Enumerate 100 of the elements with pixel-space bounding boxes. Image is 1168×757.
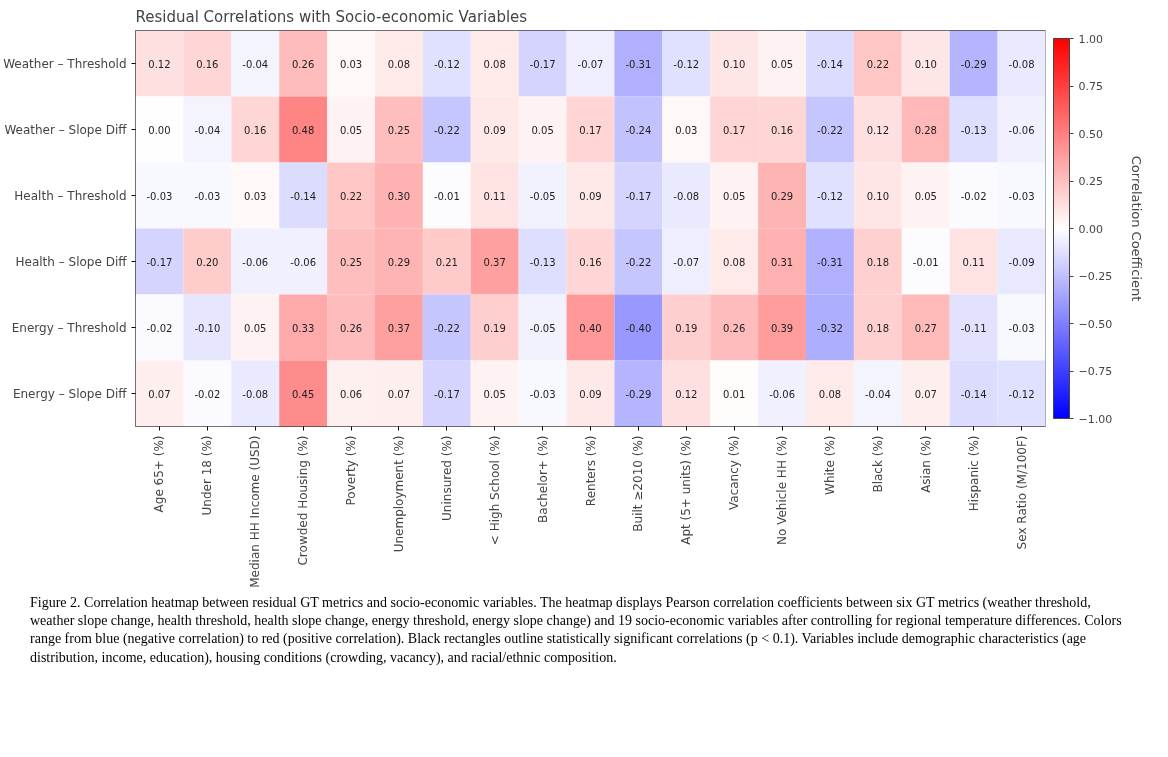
data-label: 0.20 [196, 256, 219, 268]
data-label: 0.25 [339, 256, 363, 268]
data-label: 0.45 [292, 388, 315, 400]
data-label: 0.10 [723, 58, 746, 70]
chart-title: Residual Correlations with Socio-economic Variables [135, 7, 528, 26]
color-bar-label: −1.00 [1078, 412, 1113, 426]
data-label: -0.08 [242, 388, 269, 400]
data-label: -0.14 [290, 190, 317, 202]
data-label: 0.09 [579, 190, 602, 202]
data-label: 0.16 [244, 124, 267, 136]
data-label: 0.07 [914, 388, 937, 400]
data-label: 0.05 [483, 388, 506, 400]
data-label: 0.01 [723, 388, 746, 400]
data-label: -0.04 [242, 58, 269, 70]
data-label: 0.00 [148, 124, 171, 136]
data-label: 0.08 [387, 58, 411, 70]
data-label: -0.07 [577, 58, 604, 70]
data-label: 0.30 [387, 190, 411, 202]
data-label: -0.06 [769, 388, 796, 400]
x-tick-label: White (%) [822, 435, 837, 495]
data-label: 0.05 [531, 124, 554, 136]
data-label: 0.03 [339, 58, 363, 70]
data-label: 0.11 [483, 190, 506, 202]
data-label: 0.05 [339, 124, 363, 136]
data-label: -0.22 [817, 124, 843, 136]
x-tick-label: Under 18 (%) [200, 435, 215, 516]
data-label: 0.25 [387, 124, 411, 136]
x-tick-label: Crowded Housing (%) [296, 435, 311, 566]
data-label: -0.13 [960, 124, 987, 136]
x-tick-label: Asian (%) [918, 435, 933, 493]
x-tick-label: Uninsured (%) [439, 435, 454, 521]
data-label: 0.22 [339, 190, 363, 202]
x-tick-label: Renters (%) [583, 435, 598, 507]
data-label: -0.01 [433, 190, 460, 202]
x-tick-label: Black (%) [870, 435, 885, 493]
data-label: 0.06 [339, 388, 363, 400]
data-label: -0.17 [625, 190, 652, 202]
data-label: -0.12 [433, 58, 460, 70]
data-label: 0.27 [914, 322, 937, 334]
x-tick-label: Apt (5+ units) (%) [679, 435, 694, 545]
x-tick-label: Hispanic (%) [966, 435, 981, 512]
data-label: 0.18 [866, 322, 889, 334]
data-label: 0.07 [148, 388, 171, 400]
data-label: 0.21 [435, 256, 458, 268]
data-label: 0.10 [866, 190, 889, 202]
data-label: -0.05 [529, 322, 556, 334]
data-label: -0.31 [817, 256, 843, 268]
data-label: -0.03 [529, 388, 556, 400]
data-label: 0.33 [292, 322, 315, 334]
x-tick-label: Unemployment (%) [391, 435, 406, 553]
data-label: -0.06 [1008, 124, 1035, 136]
data-label: 0.07 [387, 388, 411, 400]
data-label: 0.48 [292, 124, 315, 136]
color-bar-label: −0.25 [1078, 270, 1113, 283]
data-label: 0.05 [770, 58, 794, 70]
y-tick-label: Energy – Threshold [11, 320, 127, 335]
data-label: 0.26 [723, 322, 746, 334]
x-tick-label: Age 65+ (%) [152, 435, 167, 513]
data-label: -0.12 [817, 190, 843, 202]
x-tick-label: No Vehicle HH (%) [775, 435, 790, 545]
data-label: -0.22 [433, 124, 460, 136]
data-label: 0.05 [914, 190, 937, 202]
x-tick-label: Bachelor+ (%) [535, 435, 550, 523]
x-tick-label: Median HH Income (USD) [248, 435, 263, 588]
data-label: -0.32 [817, 322, 843, 334]
data-label: -0.11 [960, 322, 987, 334]
y-tick-label: Health – Slope Diff [15, 254, 128, 269]
data-label: 0.29 [770, 190, 794, 202]
data-label: 0.17 [579, 124, 602, 136]
data-label: -0.17 [146, 256, 173, 268]
data-label: -0.29 [625, 388, 652, 400]
data-label: -0.06 [290, 256, 317, 268]
data-label: -0.02 [960, 190, 987, 202]
color-bar-label: −0.50 [1078, 317, 1113, 331]
data-label: -0.01 [912, 256, 939, 268]
x-tick-label: Poverty (%) [344, 435, 359, 506]
data-label: -0.29 [960, 58, 987, 70]
data-label: 0.05 [244, 322, 267, 334]
data-label: -0.06 [242, 256, 269, 268]
data-label: 0.39 [770, 322, 794, 334]
data-label: 0.16 [579, 256, 602, 268]
x-tick-label: < High School (%) [487, 435, 502, 546]
data-label: 0.29 [387, 256, 411, 268]
data-label: 0.19 [675, 322, 698, 334]
data-label: 0.03 [675, 124, 698, 136]
color-bar-label: 0.75 [1078, 80, 1103, 93]
color-bar-label: −0.75 [1078, 365, 1113, 378]
data-label: 0.09 [579, 388, 602, 400]
data-label: -0.13 [529, 256, 556, 268]
data-label: 0.08 [818, 388, 842, 400]
data-label: 0.17 [723, 124, 746, 136]
y-tick-label: Energy – Slope Diff [12, 386, 128, 401]
color-bar-label: 0.50 [1078, 127, 1103, 141]
color-bar-label: 0.00 [1078, 222, 1103, 236]
data-label: -0.03 [194, 190, 221, 202]
data-label: 0.08 [483, 58, 506, 70]
data-label: 0.18 [866, 256, 889, 268]
data-label: 0.31 [770, 256, 794, 268]
color-bar-label: 0.25 [1078, 175, 1103, 188]
data-label: -0.17 [433, 388, 460, 400]
